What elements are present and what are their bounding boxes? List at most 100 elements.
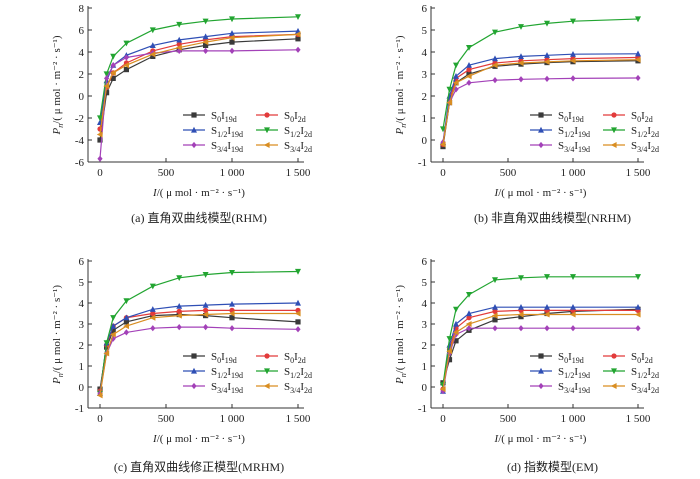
data-point (518, 325, 524, 332)
x-tick-label: 1 500 (286, 413, 311, 425)
data-point (492, 77, 498, 84)
y-tick-label: -1 (418, 403, 427, 415)
data-point (492, 29, 498, 36)
data-point (295, 299, 301, 306)
data-point (634, 311, 641, 318)
x-tick-label: 500 (500, 167, 517, 179)
legend-marker (538, 353, 544, 359)
data-point (544, 75, 550, 82)
data-point (110, 62, 116, 69)
legend-marker (538, 367, 544, 374)
data-point (570, 325, 576, 332)
x-axis-label: I/( μ mol · m⁻² · s⁻¹) (494, 433, 587, 445)
legend-marker (538, 382, 544, 390)
data-point (635, 325, 641, 332)
legend-marker (610, 383, 617, 389)
data-point (570, 51, 576, 57)
x-tick-label: 500 (158, 167, 175, 179)
legend-entry: S3/4I2d (631, 381, 659, 395)
data-point (518, 314, 524, 320)
data-point (110, 315, 117, 321)
data-point (491, 62, 498, 69)
data-point (203, 42, 209, 48)
data-point (635, 304, 641, 310)
data-point (203, 47, 209, 54)
chart-panel-b: -1 0 1 2 3 4 5 6 0 500 1 000 1 500 Pn/( μ mol · m⁻² … (394, 3, 659, 225)
data-point (176, 312, 182, 319)
legend-entry: S3/4I2d (631, 140, 659, 154)
data-point (150, 325, 156, 332)
data-point (518, 53, 524, 59)
x-tick-label: 500 (500, 413, 517, 425)
data-point (202, 33, 209, 40)
data-point (518, 275, 524, 281)
data-point (570, 75, 576, 82)
data-point (544, 20, 550, 27)
data-point (570, 274, 576, 280)
data-point (635, 274, 641, 280)
data-point (491, 312, 498, 319)
x-tick-label: 1 500 (626, 167, 651, 179)
y-tick-label: 6 (79, 25, 85, 37)
x-tick-label: 1 000 (220, 413, 245, 425)
data-point (97, 115, 103, 122)
data-point (446, 99, 453, 106)
y-tick-label: -4 (75, 135, 85, 147)
data-point (123, 323, 129, 330)
y-tick-label: 1 (422, 113, 428, 125)
data-point (229, 325, 235, 332)
x-axis-label: I/( μ mol · m⁻² · s⁻¹) (152, 433, 245, 445)
data-point (446, 348, 453, 355)
data-point (517, 311, 524, 318)
y-tick-label: 3 (422, 319, 428, 331)
y-tick-label: 6 (79, 256, 85, 268)
legend-marker (191, 126, 197, 133)
y-tick-label: 0 (79, 382, 85, 394)
y-tick-label: 0 (79, 91, 85, 103)
data-point (453, 73, 459, 79)
data-point (123, 67, 129, 73)
data-point (295, 268, 301, 275)
legend-entry: S0I19d (558, 110, 584, 124)
series-line-1 (99, 309, 298, 392)
data-point (446, 357, 453, 363)
data-point (176, 324, 182, 331)
panel-caption: (d) 指数模型(EM) (507, 459, 598, 474)
x-tick-label: 1 000 (561, 167, 586, 179)
data-point (202, 39, 209, 46)
legend-entry: S0I2d (284, 351, 306, 365)
data-point (544, 52, 550, 58)
data-point (228, 310, 235, 317)
series-line-1 (442, 309, 638, 390)
legend-entry: S1/2I2d (631, 366, 659, 380)
legend-marker (611, 112, 617, 118)
x-tick-label: 1 000 (561, 413, 586, 425)
data-point (150, 53, 156, 59)
data-point (123, 62, 129, 69)
data-point (492, 55, 498, 62)
data-point (229, 39, 235, 45)
legend-entry: S0I2d (284, 110, 306, 124)
data-point (294, 31, 301, 38)
data-point (150, 310, 156, 317)
y-tick-label: 2 (422, 340, 428, 352)
data-point (123, 329, 129, 336)
data-point (202, 18, 209, 25)
x-axis-label: I/( μ mol · m⁻² · s⁻¹) (152, 187, 245, 199)
data-point (294, 310, 301, 317)
data-point (104, 90, 110, 96)
data-point (103, 83, 110, 90)
x-tick-label: 1 500 (626, 413, 651, 425)
data-point (110, 322, 117, 329)
legend-entry: S1/2I2d (631, 125, 659, 139)
legend-marker (538, 126, 544, 133)
data-point (123, 40, 130, 47)
data-point (452, 79, 459, 86)
legend-marker (610, 142, 617, 148)
data-point (176, 44, 182, 51)
y-tick-label: 3 (79, 319, 85, 331)
legend-entry: S1/2I19d (558, 366, 590, 380)
legend-entry: S1/2I19d (558, 125, 590, 139)
y-tick-label: 0 (422, 135, 428, 147)
legend-marker (538, 141, 544, 149)
